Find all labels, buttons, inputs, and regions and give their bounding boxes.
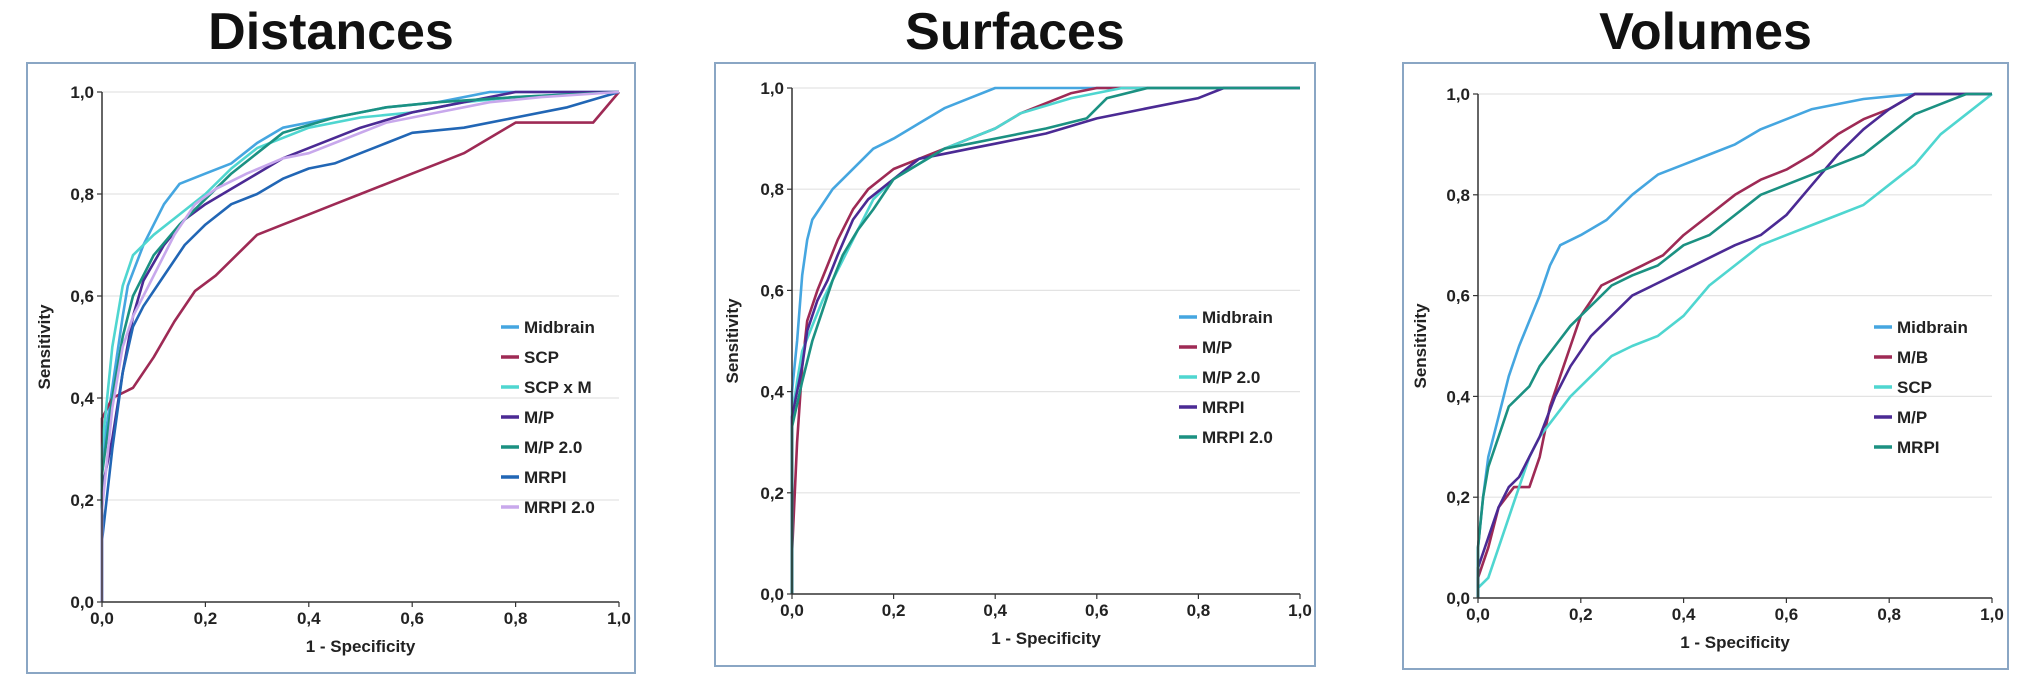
y-tick-label: 0,6 <box>760 281 784 300</box>
legend-label-5: MRPI <box>524 468 567 487</box>
y-axis-label: Sensitivity <box>723 298 742 384</box>
y-tick-label: 1,0 <box>760 79 784 98</box>
y-tick-label: 1,0 <box>1446 85 1470 104</box>
x-tick-label: 0,4 <box>983 601 1007 620</box>
legend-label-2: SCP <box>1897 378 1932 397</box>
legend-label-4: M/P 2.0 <box>524 438 582 457</box>
x-tick-label: 0,6 <box>400 609 424 628</box>
x-axis-label: 1 - Specificity <box>306 637 416 656</box>
chart-title-distances: Distances <box>208 3 454 61</box>
series-line-4 <box>790 86 1300 594</box>
roc-chart-volumes: 0,0 0,2 0,4 0,6 0,8 1,0 0,0 0,2 0,4 0,6 0,8 1,0 1 - … <box>1402 62 2009 670</box>
x-tick-label: 0,2 <box>882 601 906 620</box>
legend-label-4: MRPI <box>1897 438 1940 457</box>
legend-label-0: Midbrain <box>1202 308 1273 327</box>
series-line-3 <box>790 86 1300 594</box>
y-tick-label: 0,4 <box>760 383 784 402</box>
series-line-3 <box>1476 92 1992 598</box>
x-tick-label: 0,2 <box>1569 605 1593 624</box>
y-tick-label: 0,4 <box>1446 387 1470 406</box>
y-tick-label: 0,2 <box>760 484 784 503</box>
y-tick-label: 0,6 <box>70 287 94 306</box>
legend-label-3: MRPI <box>1202 398 1245 417</box>
y-axis-label: Sensitivity <box>35 304 54 390</box>
chart-title-volumes: Volumes <box>1599 3 1812 61</box>
x-tick-label: 0,0 <box>90 609 114 628</box>
x-tick-label: 0,0 <box>780 601 804 620</box>
y-tick-label: 0,4 <box>70 389 94 408</box>
y-tick-label: 0,8 <box>760 180 784 199</box>
legend-label-2: SCP x M <box>524 378 592 397</box>
series-line-6 <box>100 90 620 602</box>
legend-label-3: M/P <box>1897 408 1927 427</box>
roc-chart-surfaces: 0,0 0,2 0,4 0,6 0,8 1,0 0,0 0,2 0,4 0,6 0,8 1,0 1 - … <box>714 62 1316 667</box>
x-tick-label: 0,4 <box>297 609 321 628</box>
x-tick-label: 0,8 <box>1877 605 1901 624</box>
y-tick-label: 0,0 <box>1446 589 1470 608</box>
legend-label-1: SCP <box>524 348 559 367</box>
series-line-2 <box>1476 92 1993 598</box>
legend-label-0: Midbrain <box>1897 318 1968 337</box>
x-axis-label: 1 - Specificity <box>991 629 1101 648</box>
series-line-0 <box>790 86 1300 594</box>
roc-chart-distances: 0,0 0,2 0,4 0,6 0,8 1,0 0,0 0,2 0,4 0,6 0,8 1,0 1 - … <box>26 62 636 674</box>
x-axis-label: 1 - Specificity <box>1680 633 1790 652</box>
x-tick-label: 0,8 <box>504 609 528 628</box>
legend-label-3: M/P <box>524 408 554 427</box>
y-tick-label: 0,8 <box>1446 186 1470 205</box>
series-line-2 <box>790 86 1300 594</box>
x-tick-label: 0,0 <box>1466 605 1490 624</box>
x-tick-label: 0,6 <box>1085 601 1109 620</box>
y-tick-label: 0,0 <box>70 593 94 612</box>
x-tick-label: 0,4 <box>1672 605 1696 624</box>
y-axis-label: Sensitivity <box>1411 303 1430 389</box>
y-tick-label: 0,6 <box>1446 287 1470 306</box>
y-tick-label: 1,0 <box>70 83 94 102</box>
legend-label-2: M/P 2.0 <box>1202 368 1260 387</box>
series-line-1 <box>100 91 620 602</box>
series-line-0 <box>1476 92 1992 598</box>
y-tick-label: 0,2 <box>1446 488 1470 507</box>
series-line-1 <box>1476 92 1992 598</box>
chart-frame <box>714 62 1316 667</box>
legend-label-6: MRPI 2.0 <box>524 498 595 517</box>
chart-frame <box>1402 62 2009 670</box>
x-tick-label: 0,2 <box>194 609 218 628</box>
x-tick-label: 1,0 <box>1288 601 1312 620</box>
legend-label-1: M/B <box>1897 348 1928 367</box>
y-tick-label: 0,8 <box>70 185 94 204</box>
x-tick-label: 0,8 <box>1187 601 1211 620</box>
series-line-5 <box>100 90 620 602</box>
y-tick-label: 0,0 <box>760 585 784 604</box>
chart-title-surfaces: Surfaces <box>905 3 1125 61</box>
x-tick-label: 1,0 <box>607 609 631 628</box>
x-tick-label: 1,0 <box>1980 605 2004 624</box>
x-tick-label: 0,6 <box>1775 605 1799 624</box>
legend-label-0: Midbrain <box>524 318 595 337</box>
legend-label-1: M/P <box>1202 338 1232 357</box>
series-line-4 <box>1476 92 1992 598</box>
legend-label-4: MRPI 2.0 <box>1202 428 1273 447</box>
y-tick-label: 0,2 <box>70 491 94 510</box>
